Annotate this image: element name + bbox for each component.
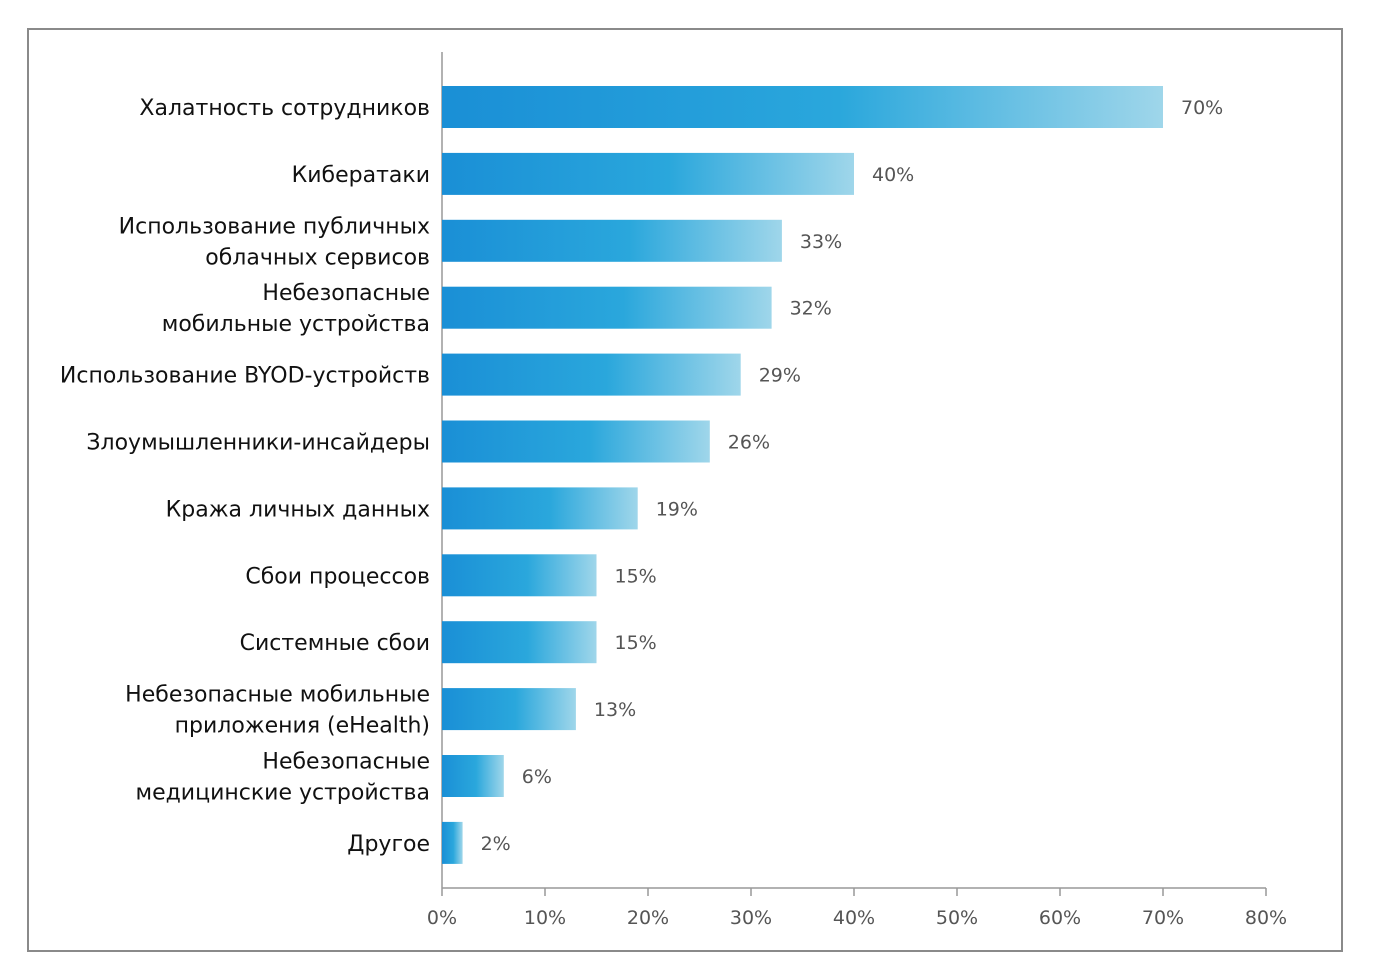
bar	[442, 821, 463, 864]
value-label: 33%	[800, 231, 842, 253]
bar	[442, 487, 638, 530]
category-label: Кража личных данных	[166, 497, 430, 522]
category-label: Кибератаки	[292, 163, 430, 188]
category-label: Сбои процессов	[245, 564, 430, 589]
bar	[442, 286, 772, 329]
value-label: 15%	[615, 632, 657, 654]
x-axis-ticks: 0% 10% 20% 30% 40% 50% 60% 70% 80%	[427, 888, 1287, 929]
x-tick-label: 0%	[427, 907, 457, 929]
x-tick-label: 30%	[730, 907, 772, 929]
value-label: 26%	[728, 432, 770, 454]
x-tick-label: 80%	[1245, 907, 1287, 929]
x-tick-label: 10%	[524, 907, 566, 929]
value-label: 6%	[522, 766, 552, 788]
category-label: Использование публичных облачных сервисов	[119, 214, 430, 270]
bar	[442, 420, 710, 463]
bars	[442, 86, 1163, 864]
bar	[442, 755, 504, 797]
value-label: 40%	[872, 164, 914, 186]
value-label: 15%	[615, 565, 657, 587]
bar	[442, 688, 576, 731]
bar	[442, 152, 854, 195]
category-label: Злоумышленники-инсайдеры	[86, 431, 430, 456]
x-tick-label: 50%	[936, 907, 978, 929]
category-label: Небезопасные мобильные приложения (eHealt…	[125, 683, 430, 739]
category-label: Небезопасные медицинские устройства	[135, 750, 430, 806]
category-label: Небезопасные мобильные устройства	[162, 281, 430, 337]
x-tick-label: 60%	[1039, 907, 1081, 929]
bar	[442, 353, 741, 396]
x-tick-label: 40%	[833, 907, 875, 929]
value-label: 70%	[1181, 97, 1223, 119]
value-labels: 70% 40% 33% 32% 29% 26% 19% 15% 15% 13% 6% 2%	[481, 97, 1224, 855]
value-label: 2%	[481, 833, 511, 855]
category-label: Системные сбои	[240, 631, 430, 656]
bar	[442, 86, 1163, 128]
bar	[442, 219, 782, 262]
value-label: 29%	[759, 365, 801, 387]
x-tick-label: 70%	[1142, 907, 1184, 929]
category-label: Другое	[347, 832, 430, 857]
category-label: Халатность сотрудников	[139, 96, 430, 121]
category-label: Использование BYOD-устройств	[60, 364, 430, 389]
bar	[442, 621, 597, 664]
value-label: 13%	[594, 699, 636, 721]
bar	[442, 554, 597, 597]
x-tick-label: 20%	[627, 907, 669, 929]
value-label: 19%	[656, 498, 698, 520]
value-label: 32%	[790, 298, 832, 320]
category-labels: Халатность сотрудников Кибератаки Использо…	[60, 96, 430, 857]
